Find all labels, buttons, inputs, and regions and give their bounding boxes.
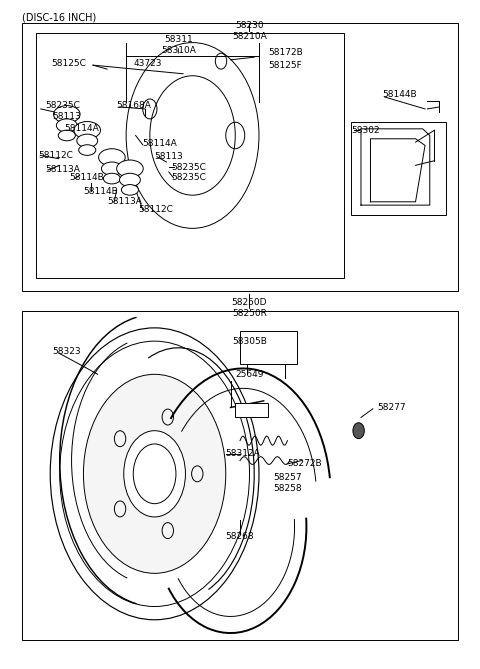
Text: (DISC-16 INCH): (DISC-16 INCH) (22, 13, 96, 23)
Ellipse shape (121, 185, 138, 195)
Text: 58125C: 58125C (51, 60, 86, 68)
Ellipse shape (98, 149, 125, 166)
Text: 58230
58210A: 58230 58210A (232, 21, 267, 41)
Ellipse shape (58, 130, 75, 140)
Ellipse shape (101, 162, 122, 175)
Text: 43723: 43723 (133, 60, 162, 68)
Bar (235, 403, 268, 417)
Text: 58125F: 58125F (268, 62, 302, 70)
Text: 58112C: 58112C (138, 205, 173, 214)
Circle shape (353, 423, 364, 439)
Ellipse shape (103, 173, 120, 184)
Ellipse shape (120, 173, 140, 187)
Ellipse shape (74, 122, 100, 138)
Text: 58235C: 58235C (171, 163, 206, 172)
Text: 58113A: 58113A (46, 165, 80, 175)
Text: 58311
58310A: 58311 58310A (161, 35, 196, 55)
Text: 58114A: 58114A (64, 124, 99, 133)
Text: 58113: 58113 (155, 152, 183, 161)
Text: 58302: 58302 (351, 126, 380, 134)
Text: 58235C: 58235C (46, 101, 80, 110)
Text: 58268: 58268 (226, 533, 254, 541)
Text: 25649: 25649 (235, 370, 264, 379)
Text: 58312A: 58312A (226, 450, 261, 458)
Circle shape (124, 431, 185, 517)
Ellipse shape (54, 106, 80, 123)
Text: 58168A: 58168A (117, 101, 152, 110)
Text: 58272B: 58272B (288, 460, 322, 468)
Text: 58144B: 58144B (383, 90, 417, 99)
Text: 58257: 58257 (273, 472, 302, 482)
Text: 58113: 58113 (53, 112, 81, 121)
Text: 58323: 58323 (53, 347, 81, 356)
Text: 58235C: 58235C (171, 173, 206, 183)
Ellipse shape (117, 160, 143, 177)
Text: 58258: 58258 (273, 484, 302, 493)
Circle shape (84, 375, 226, 573)
Text: 58113A: 58113A (107, 197, 142, 206)
Text: 58112C: 58112C (38, 151, 73, 160)
Ellipse shape (56, 119, 77, 132)
Text: 58305B: 58305B (232, 337, 267, 346)
Text: 58172B: 58172B (268, 48, 303, 57)
Text: 58114B: 58114B (69, 173, 104, 183)
Text: 58114A: 58114A (143, 139, 178, 148)
Text: 58114B: 58114B (84, 187, 118, 196)
Ellipse shape (77, 134, 97, 147)
Text: 58277: 58277 (378, 403, 406, 412)
Ellipse shape (79, 145, 96, 155)
Text: 58250D
58250R: 58250D 58250R (232, 298, 267, 318)
